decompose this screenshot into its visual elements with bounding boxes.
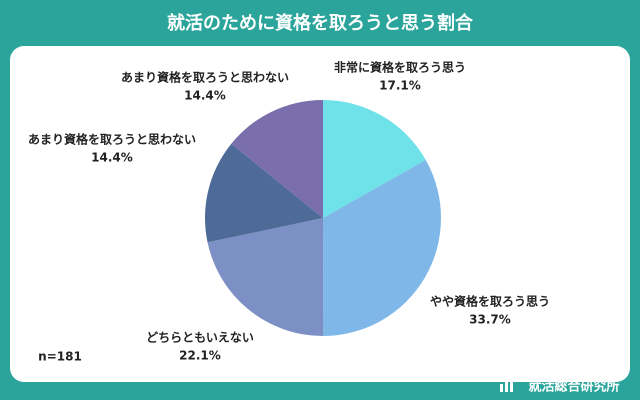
source: 就活総合研究所 [528,379,619,395]
pie-slice [323,100,426,218]
slice-label: あまり資格を取ろうと思わない [28,132,196,147]
chart-title: 就活のために資格を取ろうと思う割合 [167,12,474,34]
pie-slice [231,100,323,218]
logo-icon [500,376,513,392]
pie-slice [323,159,441,336]
sample-size: n=181 [38,350,82,364]
slice-value-label: 33.7% [469,313,511,327]
slice-value-label: 14.4% [184,89,226,103]
slice-label: あまり資格を取ろうと思わない [121,70,289,85]
pie-slice [207,218,324,336]
slice-value-label: 17.1% [379,79,421,93]
slice-label: やや資格を取ろう思う [430,294,550,309]
pie-slice [204,143,323,243]
slice-label: どちらともいえない [146,331,254,345]
slice-label: 非常に資格を取ろう思う [334,60,466,75]
slice-value-label: 14.4% [91,151,133,165]
slice-value-label: 22.1% [179,349,221,363]
